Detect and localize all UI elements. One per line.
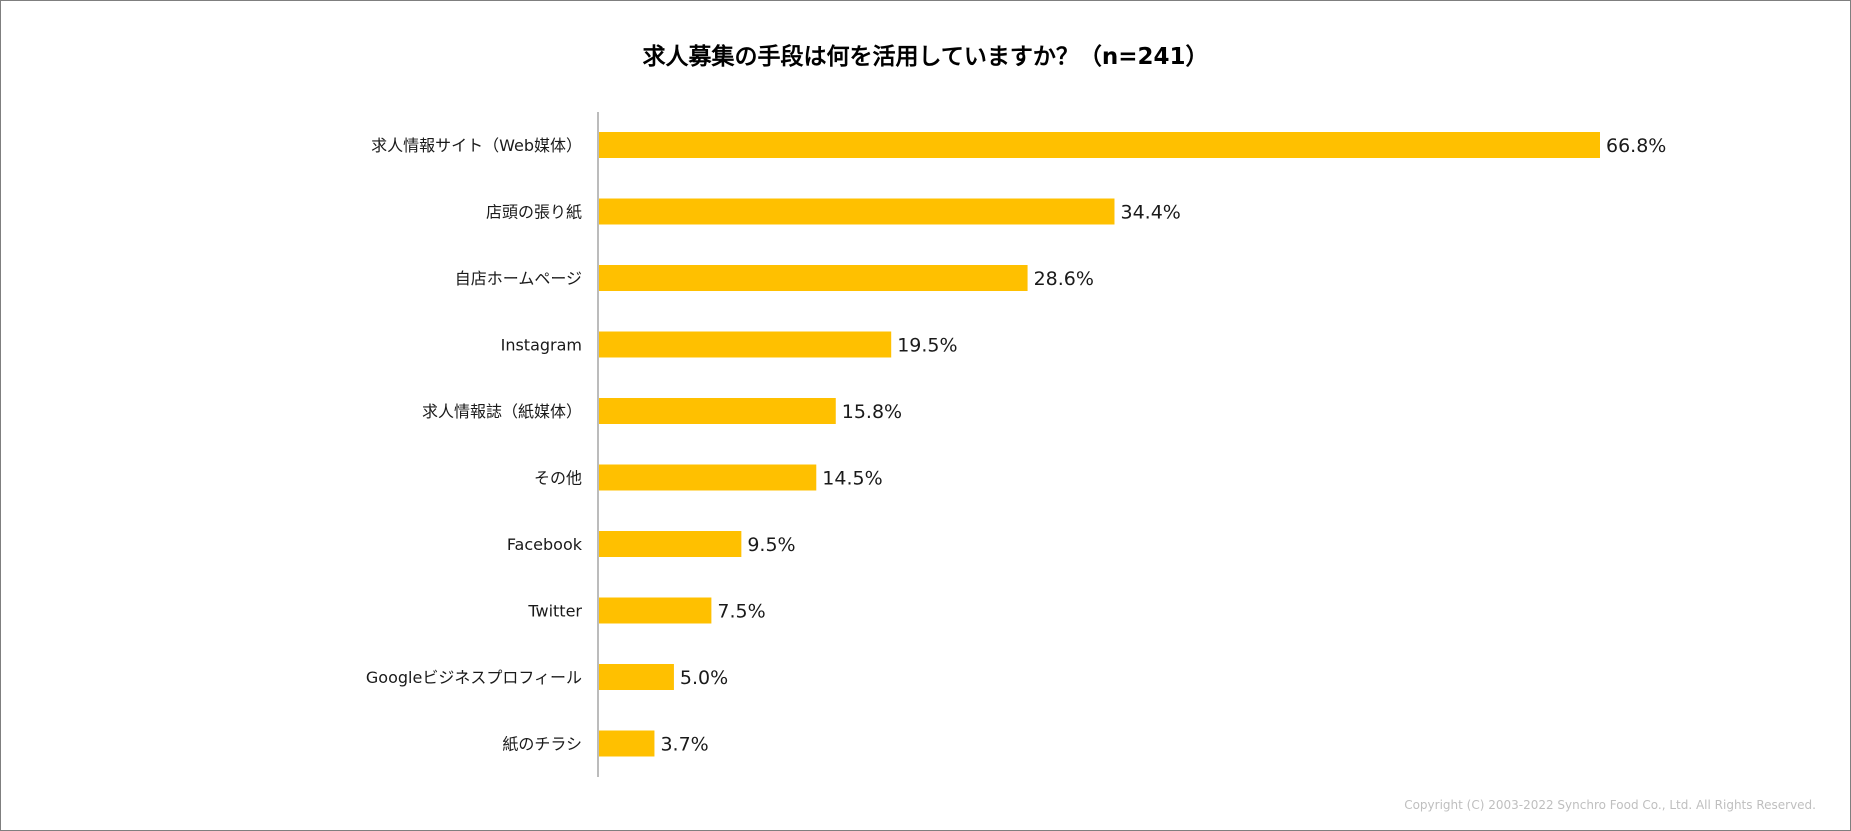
bar [599,597,712,624]
bar [599,730,655,757]
data-label: 14.5% [822,468,882,490]
bar [599,664,674,690]
category-label: 求人情報サイト（Web媒体） [371,136,582,155]
bar [599,398,836,424]
data-label: 5.0% [680,667,728,689]
data-label: 9.5% [747,534,795,556]
chart-title: 求人募集の手段は何を活用していますか？（n=241） [642,44,1209,70]
data-label: 15.8% [842,401,902,423]
bar [599,265,1028,291]
category-label: 求人情報誌（紙媒体） [422,402,582,421]
data-label: 34.4% [1120,202,1180,224]
bar [599,464,817,491]
data-label: 66.8% [1606,135,1666,157]
bar [599,331,892,358]
data-label: 28.6% [1034,268,1094,290]
data-label: 19.5% [897,335,957,357]
bar [599,531,742,557]
bar [599,132,1600,158]
bar [599,198,1115,225]
category-label: Googleビジネスプロフィール [366,668,582,687]
category-label: Twitter [527,602,582,621]
category-label: 自店ホームページ [455,269,582,288]
category-label: Instagram [501,336,582,355]
copyright-text: Copyright (C) 2003-2022 Synchro Food Co.… [1404,798,1816,812]
category-label: 紙のチラシ [502,735,582,754]
data-label: 7.5% [717,601,765,623]
category-label: Facebook [507,535,583,554]
category-label: 店頭の張り紙 [486,203,582,222]
category-label: その他 [534,469,582,488]
data-label: 3.7% [660,734,708,756]
